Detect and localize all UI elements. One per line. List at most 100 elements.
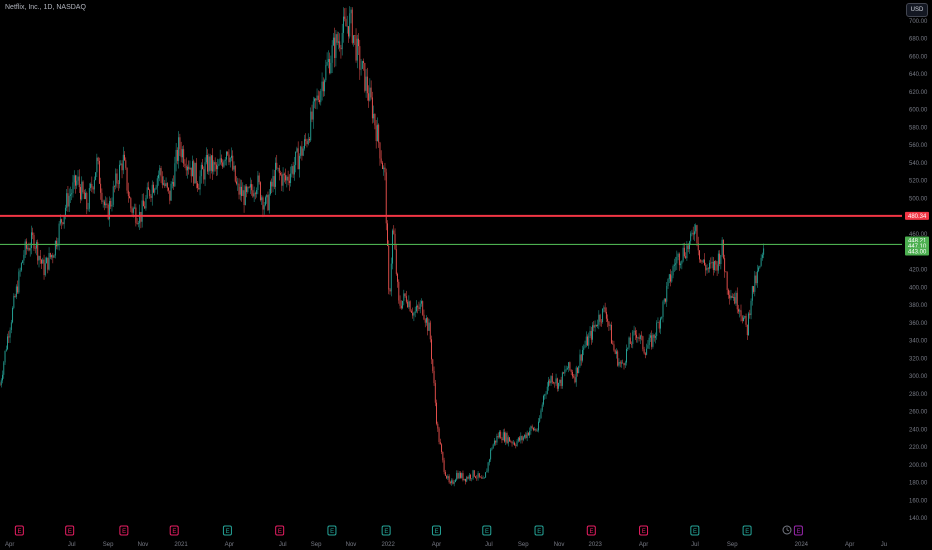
candle <box>43 254 45 280</box>
candle <box>300 145 302 159</box>
candle <box>578 365 580 374</box>
candle <box>670 269 671 287</box>
candle <box>695 223 697 234</box>
candle <box>119 160 120 189</box>
candle <box>161 171 163 189</box>
candle <box>527 432 529 436</box>
earnings-marker[interactable]: E <box>169 525 179 536</box>
candle <box>270 180 271 196</box>
candle <box>324 78 326 97</box>
candle <box>185 157 187 176</box>
candle <box>282 167 284 192</box>
candle <box>126 167 128 194</box>
earnings-marker[interactable]: E <box>14 525 24 536</box>
candle <box>351 7 353 45</box>
earnings-marker[interactable]: E <box>690 525 700 536</box>
candle <box>165 177 167 188</box>
candle <box>164 179 166 188</box>
candle <box>539 415 541 423</box>
candle <box>460 471 461 479</box>
candle <box>154 187 156 196</box>
candle <box>4 350 6 365</box>
candle <box>501 436 503 444</box>
x-tick-label: Sep <box>103 542 114 548</box>
earnings-marker[interactable]: E <box>793 525 803 536</box>
candle <box>348 26 349 43</box>
candle <box>524 434 526 439</box>
candle <box>375 119 377 149</box>
candle <box>80 184 81 204</box>
earnings-marker[interactable]: E <box>534 525 544 536</box>
candle <box>575 365 577 387</box>
candle <box>19 267 21 277</box>
candle <box>389 287 391 295</box>
svg-text:E: E <box>18 529 22 535</box>
candle <box>744 315 746 320</box>
candle <box>378 123 380 148</box>
candle <box>280 170 281 176</box>
candle <box>205 147 207 165</box>
candle <box>688 240 690 254</box>
candle <box>525 432 527 440</box>
time-axis[interactable]: Apr Jul Sep Nov 2021 Apr Jul Sep Nov 2022 Apr Jul Se… <box>5 542 887 548</box>
earnings-marker[interactable]: E <box>65 525 75 536</box>
currency-button[interactable]: USD <box>906 3 928 17</box>
candle <box>146 182 148 200</box>
candle <box>649 332 651 342</box>
candle <box>624 360 626 368</box>
candle <box>655 332 656 344</box>
candle <box>98 157 100 185</box>
earnings-marker[interactable]: E <box>275 525 285 536</box>
candle <box>124 151 125 162</box>
candle <box>192 155 193 177</box>
candle <box>330 55 332 75</box>
candle <box>641 331 643 341</box>
candle <box>17 280 19 294</box>
candle <box>610 321 612 344</box>
candle <box>415 300 417 313</box>
candle <box>531 424 533 430</box>
candle <box>5 345 7 352</box>
earnings-marker[interactable]: E <box>639 525 649 536</box>
candle <box>122 146 124 175</box>
candle <box>707 267 709 273</box>
candle <box>602 308 604 324</box>
clock-icon[interactable] <box>782 525 792 535</box>
candle <box>234 165 236 183</box>
candle <box>384 162 386 181</box>
earnings-marker[interactable]: E <box>222 525 232 536</box>
candle <box>64 204 66 220</box>
candle <box>37 239 39 265</box>
earnings-marker[interactable]: E <box>482 525 492 536</box>
earnings-marker[interactable]: E <box>742 525 752 536</box>
earnings-marker[interactable]: E <box>431 525 441 536</box>
x-tick-label: Nov <box>554 542 565 548</box>
candle <box>385 168 387 231</box>
candle <box>722 239 724 260</box>
candle <box>329 52 331 75</box>
earnings-marker[interactable]: E <box>119 525 129 536</box>
svg-text:E: E <box>226 529 230 535</box>
candle <box>613 340 615 352</box>
candle <box>571 369 573 379</box>
candle <box>202 158 203 170</box>
candle <box>72 174 74 198</box>
candle <box>193 159 195 187</box>
earnings-marker[interactable]: E <box>381 525 391 536</box>
price-axis[interactable]: 140.00 160.00 180.00 200.00 220.00 240.00 260.… <box>909 19 928 522</box>
candle <box>441 443 443 455</box>
x-tick-label: Apr <box>225 542 234 548</box>
candle <box>570 369 572 376</box>
y-tick-label: 580.00 <box>909 125 928 131</box>
earnings-marker[interactable]: E <box>327 525 337 536</box>
candle <box>163 176 164 186</box>
candle <box>145 194 147 211</box>
candle <box>117 180 119 191</box>
candle <box>671 270 673 283</box>
candle <box>656 320 658 340</box>
earnings-marker[interactable]: E <box>586 525 596 536</box>
candle <box>682 243 684 263</box>
y-tick-label: 660.00 <box>909 54 928 60</box>
candle <box>398 279 400 304</box>
